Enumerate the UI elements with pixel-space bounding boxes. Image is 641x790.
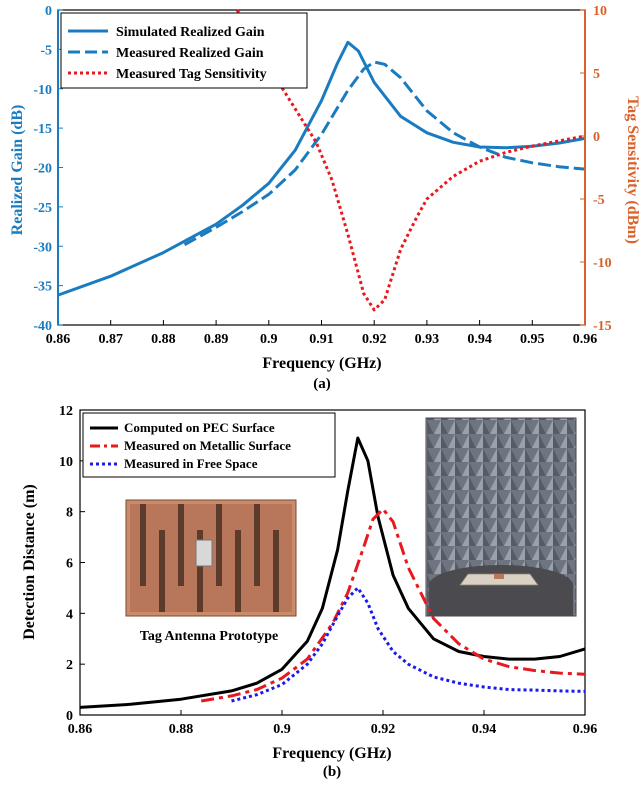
chart-a-ytick-left-label: -10 [33, 83, 52, 98]
series-free-space [231, 586, 586, 703]
chart-a-ytick-left-label: -20 [33, 162, 52, 177]
antenna-slot [140, 504, 146, 586]
chart-a-xtick-label: 0.91 [309, 332, 334, 347]
antenna-slot [254, 504, 260, 586]
tag-antenna-photo [125, 499, 297, 617]
chart-b-legend: Computed on PEC Surface Measured on Meta… [82, 412, 336, 478]
antenna-slot [216, 504, 222, 586]
series-pec-surface [79, 436, 586, 709]
chart-a-ytick-left-label: -35 [33, 280, 52, 295]
chart-a-xtick-label: 0.87 [98, 332, 123, 347]
chart-b-caption: (b) [323, 764, 341, 780]
chart-a-ytick-right-label: 10 [593, 4, 607, 19]
chart-a-ytick-right-label: -10 [593, 256, 612, 271]
chart-b-legend-box [82, 412, 336, 478]
chart-b-xtick-label: 0.96 [573, 722, 598, 737]
chart-b-xtick-label: 0.94 [472, 722, 497, 737]
chart-a-xtick-label: 0.89 [204, 332, 229, 347]
chart-a-ytick-right-label: -5 [593, 193, 605, 208]
series-metallic-surface [200, 507, 586, 703]
legend-label-measured-gain: Measured Realized Gain [116, 46, 264, 61]
legend-label-tag-sensitivity: Measured Tag Sensitivity [116, 67, 267, 82]
tag-chip [195, 539, 213, 567]
chart-b-ytick-label: 0 [66, 709, 73, 724]
chart-b-lines [79, 436, 586, 709]
chart-b-ytick-label: 8 [66, 506, 73, 521]
chart-a-xtick-label: 0.94 [467, 332, 492, 347]
chart-b-xtick-label: 0.9 [273, 722, 291, 737]
turntable-base [429, 585, 573, 616]
chart-b-xlabel: Frequency (GHz) [272, 745, 391, 762]
chart-a-legend: Simulated Realized Gain Measured Realize… [60, 12, 308, 89]
chart-b-xtick-label: 0.88 [169, 722, 194, 737]
chart-b-ytick-label: 12 [59, 404, 73, 419]
tag-antenna-slots [140, 504, 279, 612]
antenna-slot [235, 530, 241, 612]
chart-a-xtick-label: 0.92 [362, 332, 387, 347]
chart-a-ytick-left-label: -15 [33, 122, 52, 137]
chart-a-ytick-right-label: 0 [593, 130, 600, 145]
chart-b-xtick-label: 0.86 [68, 722, 93, 737]
test-platform [459, 573, 539, 586]
chart-a-ytick-right-label: -15 [593, 319, 612, 334]
chart-a-lines [57, 9, 586, 312]
series-simulated-gain [57, 40, 586, 297]
chart-a-xtick-label: 0.93 [415, 332, 440, 347]
anechoic-chamber-photo [425, 417, 577, 617]
chart-a-ytick-left-label: -30 [33, 240, 52, 255]
chart-b-ytick-label: 2 [66, 658, 73, 673]
chart-b: 0.86 0.88 0.9 0.92 0.94 0.96 0 2 4 6 8 10 12 Tag Ant… [21, 404, 597, 780]
chart-a-caption: (a) [313, 376, 331, 392]
tag-under-test [494, 574, 504, 579]
series-measured-gain [183, 60, 586, 247]
chart-b-xtick-label: 0.92 [371, 722, 396, 737]
inset-caption: Tag Antenna Prototype [140, 629, 278, 644]
legend-label-metallic: Measured on Metallic Surface [124, 438, 291, 453]
chart-b-ylabel: Detection Distance (m) [21, 484, 38, 640]
legend-label-simulated-gain: Simulated Realized Gain [116, 25, 265, 40]
chart-a-xtick-label: 0.86 [46, 332, 71, 347]
chart-b-ytick-label: 10 [59, 455, 73, 470]
antenna-slot [178, 504, 184, 586]
chart-a-xtick-label: 0.9 [260, 332, 278, 347]
chart-a-ticks: 0.86 0.87 0.88 0.89 0.9 0.91 0.92 0.93 0.94 0.95 0… [33, 4, 611, 347]
chart-a-ylabel-left: Realized Gain (dB) [9, 105, 26, 236]
chart-a-ytick-left-label: 0 [45, 4, 52, 19]
chart-a-ytick-right-label: 5 [593, 67, 600, 82]
chart-a: 0.86 0.87 0.88 0.89 0.9 0.91 0.92 0.93 0.94 0.95 0… [9, 4, 641, 392]
chart-b-ticks: 0.86 0.88 0.9 0.92 0.94 0.96 0 2 4 6 8 10 12 [59, 404, 597, 737]
chart-a-ytick-left-label: -25 [33, 201, 52, 216]
antenna-slot [273, 530, 279, 612]
chart-a-xtick-label: 0.88 [151, 332, 176, 347]
chart-b-ytick-label: 4 [66, 607, 73, 622]
chart-b-ytick-label: 6 [66, 557, 73, 572]
legend-label-pec: Computed on PEC Surface [124, 420, 275, 435]
antenna-slot [197, 530, 203, 612]
chart-a-xlabel: Frequency (GHz) [262, 355, 381, 372]
legend-label-free-space: Measured in Free Space [124, 456, 258, 471]
chart-a-xtick-label: 0.96 [573, 332, 598, 347]
chart-a-ylabel-right: Tag Sensitivity (dBm) [624, 96, 641, 244]
chart-a-ytick-left-label: -5 [40, 43, 52, 58]
antenna-slot [159, 530, 165, 612]
chart-a-ytick-left-label: -40 [33, 319, 52, 334]
chart-a-xtick-label: 0.95 [520, 332, 545, 347]
